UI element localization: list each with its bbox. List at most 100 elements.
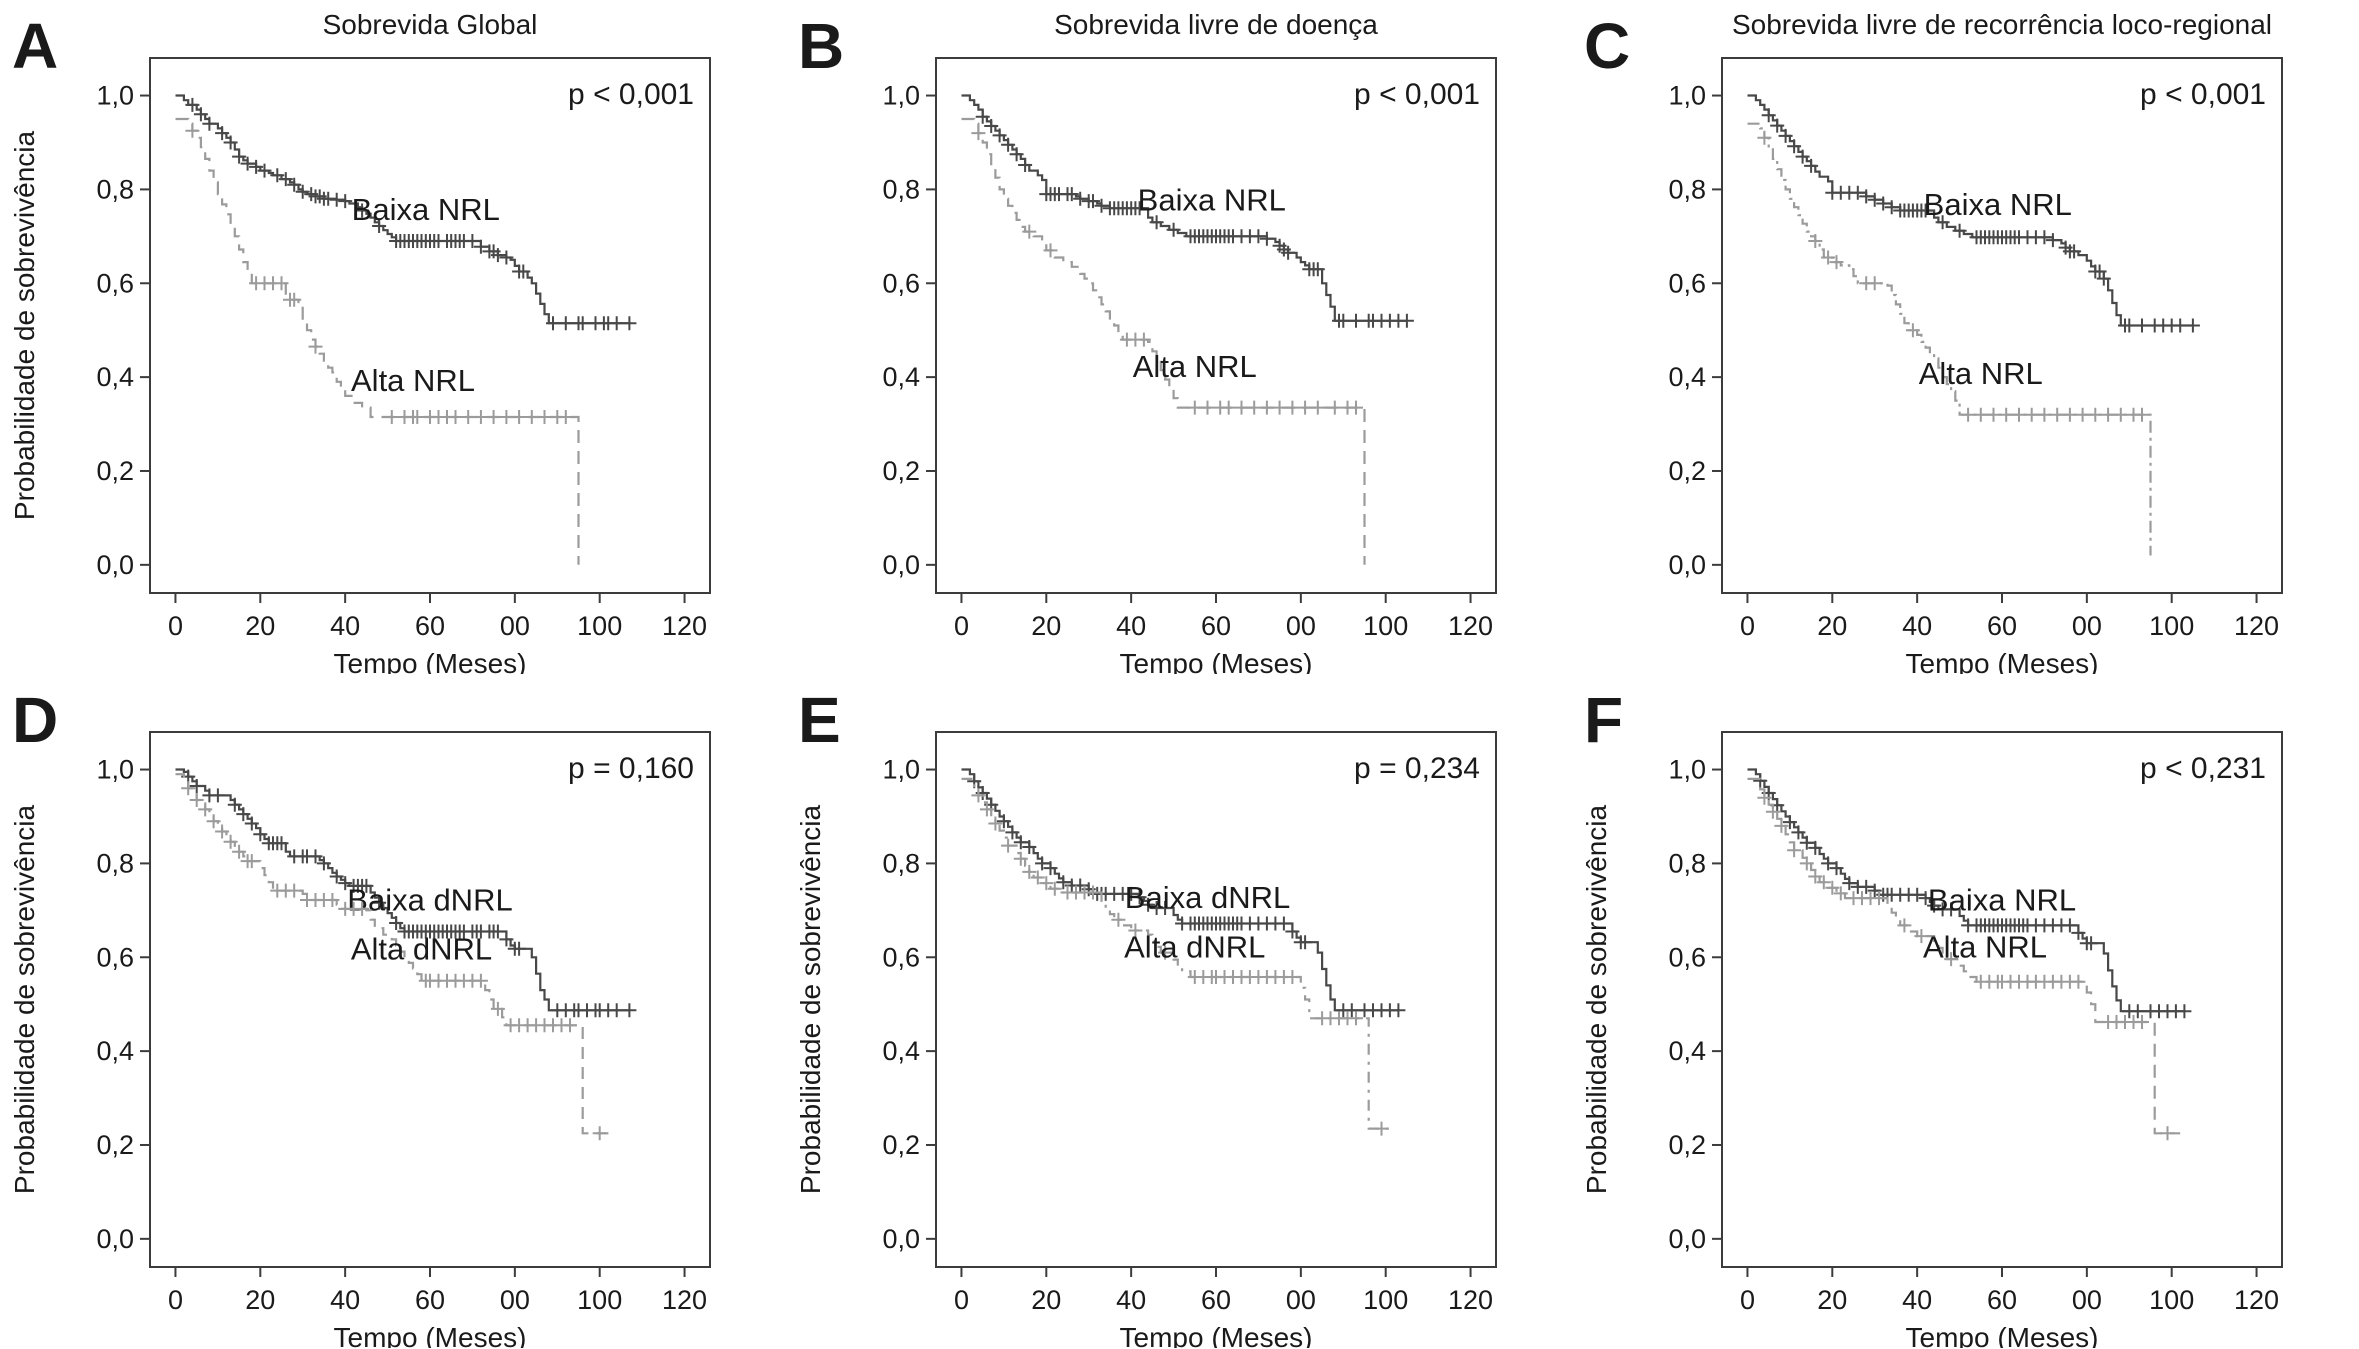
x-tick-label: 40	[1116, 1285, 1146, 1315]
panel-A: A Sobrevida Global 1,0 0,8 0,6 0,4 0,2 0,0 0 20 40…	[0, 0, 786, 679]
x-axis-label: Tempo (Meses)	[1906, 648, 2099, 674]
baixa-dnrl-curve	[961, 768, 1399, 1012]
baixa-nrl-censor-marks	[975, 109, 1414, 328]
x-tick-label: 00	[500, 1285, 530, 1315]
panel-title: Sobrevida livre de doença	[1054, 9, 1378, 40]
x-tick-label: 00	[2072, 1285, 2102, 1315]
p-value-label: p = 0,234	[1354, 752, 1480, 785]
y-axis-label: Probabilidade de sobrevivência	[9, 805, 40, 1195]
x-tick-label: 120	[662, 1285, 707, 1315]
panel-F-plot: F 1,0 0,8 0,6 0,4 0,2 0,0 0 20 40 60 00 100 120 Tempo …	[1581, 684, 2283, 1349]
p-value-label: p < 0,001	[568, 78, 694, 111]
x-tick-label: 00	[2072, 611, 2102, 641]
p-value-label: p < 0,001	[1354, 78, 1480, 111]
alta-dnrl-censor-marks	[971, 788, 1389, 1136]
panel-title: Sobrevida livre de recorrência loco-regi…	[1732, 9, 2272, 40]
x-tick-label: 120	[662, 611, 707, 641]
x-tick-label: 40	[1902, 611, 1932, 641]
y-tick-label: 0,6	[96, 942, 134, 972]
p-value-label: p < 0,001	[2140, 78, 2266, 111]
y-tick-label: 0,8	[1668, 848, 1706, 878]
x-tick-label: 120	[1448, 1285, 1493, 1315]
y-tick-label: 0,6	[882, 942, 920, 972]
y-tick-label: 0,2	[96, 1130, 134, 1160]
alta-nrl-curve-label: Alta NRL	[1919, 356, 2043, 391]
x-tick-label: 0	[168, 1285, 183, 1315]
y-tick-label: 1,0	[96, 81, 134, 111]
x-tick-label: 0	[168, 611, 183, 641]
panel-F: F 1,0 0,8 0,6 0,4 0,2 0,0 0 20 40 60 00 100 120 Tempo …	[1572, 674, 2358, 1349]
y-tick-label: 0,2	[1668, 456, 1706, 486]
x-tick-label: 120	[1448, 611, 1493, 641]
alta-nrl-censor-marks	[1757, 790, 2175, 1141]
x-tick-label: 120	[2234, 1285, 2279, 1315]
baixa-dnrl-curve-label: Baixa dNRL	[1125, 880, 1290, 915]
x-tick-label: 0	[1740, 611, 1755, 641]
y-tick-label: 0,2	[96, 456, 134, 486]
x-tick-label: 60	[415, 1285, 445, 1315]
x-tick-label: 0	[954, 1285, 969, 1315]
x-tick-label: 40	[1116, 611, 1146, 641]
panel-B-plot: B Sobrevida livre de doença 1,0 0,8 0,6 0,4 0,…	[798, 9, 1497, 679]
y-tick-label: 0,2	[882, 456, 920, 486]
x-tick-label: 100	[1363, 1285, 1408, 1315]
y-tick-label: 0,2	[882, 1130, 920, 1160]
y-tick-label: 0,8	[1668, 174, 1706, 204]
y-tick-label: 0,6	[1668, 942, 1706, 972]
alta-dnrl-curve-label: Alta dNRL	[1124, 929, 1265, 964]
plot-frame	[1721, 731, 2283, 1268]
x-tick-label: 100	[577, 611, 622, 641]
panel-letter-A: A	[12, 10, 58, 82]
x-tick-label: 40	[330, 1285, 360, 1315]
x-tick-label: 60	[1201, 1285, 1231, 1315]
alta-dnrl-curve-label: Alta dNRL	[351, 932, 492, 967]
panel-letter-F: F	[1584, 684, 1623, 756]
y-tick-label: 0,8	[96, 174, 134, 204]
plot-frame	[935, 57, 1497, 594]
baixa-nrl-curve-label: Baixa NRL	[1924, 187, 2072, 222]
alta-nrl-curve-label: Alta NRL	[1133, 349, 1257, 384]
p-value-label: p < 0,231	[2140, 752, 2266, 785]
panel-D-plot: D 1,0 0,8 0,6 0,4 0,2 0,0 0 20 40 60 00 100 120 Tempo …	[9, 684, 711, 1349]
baixa-dnrl-censor-marks	[181, 769, 637, 1018]
y-tick-label: 0,4	[96, 1036, 134, 1066]
x-tick-label: 20	[1817, 1285, 1847, 1315]
x-tick-label: 40	[330, 611, 360, 641]
baixa-nrl-curve	[961, 94, 1407, 322]
panel-A-plot: A Sobrevida Global 1,0 0,8 0,6 0,4 0,2 0,0 0 20 40…	[9, 9, 711, 679]
y-tick-label: 0,4	[1668, 1036, 1706, 1066]
alta-nrl-censor-marks	[185, 123, 573, 424]
x-tick-label: 60	[415, 611, 445, 641]
baixa-nrl-curve	[1747, 768, 2185, 1013]
x-tick-label: 00	[1286, 611, 1316, 641]
baixa-nrl-censor-marks	[1761, 108, 2200, 333]
alta-dnrl-censor-marks	[181, 781, 607, 1141]
y-tick-label: 0,6	[882, 268, 920, 298]
baixa-dnrl-curve-label: Baixa dNRL	[347, 882, 512, 917]
alta-nrl-curve-label: Alta NRL	[1923, 929, 2047, 964]
alta-nrl-curve	[961, 117, 1366, 565]
baixa-nrl-censor-marks	[185, 97, 637, 331]
x-axis-label: Tempo (Meses)	[1120, 648, 1313, 674]
y-tick-label: 0,8	[96, 848, 134, 878]
y-tick-label: 1,0	[882, 81, 920, 111]
panel-E: E 1,0 0,8 0,6 0,4 0,2 0,0 0 20 40 60 00 100 120 Tempo …	[786, 674, 1572, 1349]
panel-title: Sobrevida Global	[323, 9, 538, 40]
baixa-nrl-curve-label: Baixa NRL	[352, 192, 500, 227]
x-tick-label: 20	[245, 611, 275, 641]
panel-letter-C: C	[1584, 10, 1630, 82]
y-tick-label: 0,4	[882, 1036, 920, 1066]
y-tick-label: 0,0	[1668, 1224, 1706, 1254]
y-tick-label: 0,4	[882, 362, 920, 392]
x-axis-label: Tempo (Meses)	[1906, 1322, 2099, 1348]
x-tick-label: 60	[1987, 611, 2017, 641]
baixa-nrl-curve-label: Baixa NRL	[1138, 183, 1286, 218]
y-tick-label: 0,0	[96, 1224, 134, 1254]
plot-frame	[935, 731, 1497, 1268]
p-value-label: p = 0,160	[568, 752, 694, 785]
x-tick-label: 20	[245, 1285, 275, 1315]
plot-frame	[149, 57, 711, 594]
y-tick-label: 1,0	[1668, 755, 1706, 785]
